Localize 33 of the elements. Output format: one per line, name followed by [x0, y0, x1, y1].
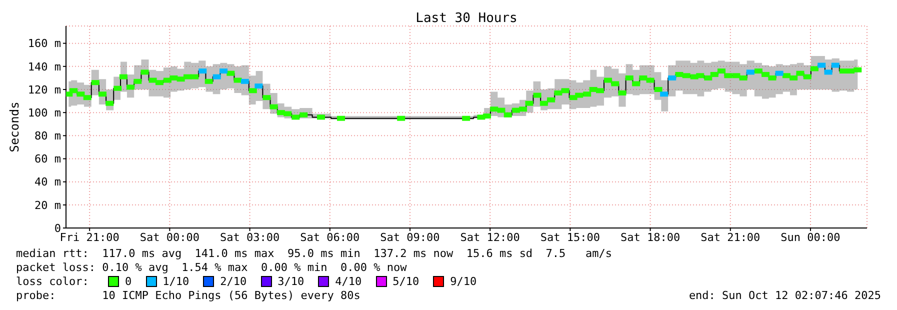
x-tick-label: Sat 06:00	[300, 230, 360, 244]
text: probe: 10 ICMP Echo Pings (56 Bytes) every 80s	[16, 289, 360, 302]
y-axis-title: Seconds	[7, 102, 22, 152]
text: end: Sun Oct 12 02:07:46 2025	[688, 289, 881, 302]
y-tick-label: 120 m	[28, 83, 62, 96]
y-tick-label: 160 m	[28, 37, 62, 50]
x-tick-label: Sat 00:00	[140, 230, 200, 244]
y-tick-label: 60 m	[34, 152, 62, 166]
text: packet loss: 0.10 % avg 1.54 % max 0.00 % min 0.00 % now	[16, 261, 407, 274]
y-tick-label: 0	[54, 222, 61, 235]
text: median rtt: 117.0 ms avg 141.0 ms max 95.0 ms min 137.2 ms now 15.6 ms sd 7.5 am/s	[16, 247, 612, 260]
legend-label: 5/10	[392, 275, 420, 288]
y-tick-label: 100 m	[28, 106, 62, 120]
legend-label: 1/10	[162, 275, 190, 288]
x-tick-label: Sat 18:00	[620, 230, 680, 244]
x-tick-label: Sat 21:00	[700, 230, 760, 244]
y-tick-label: 80 m	[34, 130, 62, 143]
chart-title: Last 30 Hours	[414, 11, 518, 26]
x-tick-label: Sat 09:00	[380, 230, 440, 244]
legend-label: 2/10	[219, 275, 247, 288]
y-tick-label: 140 m	[28, 60, 62, 74]
x-tick-label: Sat 12:00	[460, 230, 520, 244]
x-tick-label: Sat 15:00	[540, 230, 600, 244]
x-tick-label: Sat 03:00	[220, 230, 280, 244]
y-tick-label: 40 m	[34, 176, 62, 189]
legend-label: 3/10	[276, 275, 304, 288]
legend-label: 9/10	[449, 275, 477, 288]
legend-label: 4/10	[334, 275, 362, 288]
x-tick-label: Fri 21:00	[60, 230, 120, 244]
legend-label: 0	[124, 275, 132, 288]
legend-title: loss color:	[16, 275, 90, 288]
y-tick-label: 20 m	[34, 198, 62, 212]
x-tick-label: Sun 00:00	[780, 230, 840, 244]
